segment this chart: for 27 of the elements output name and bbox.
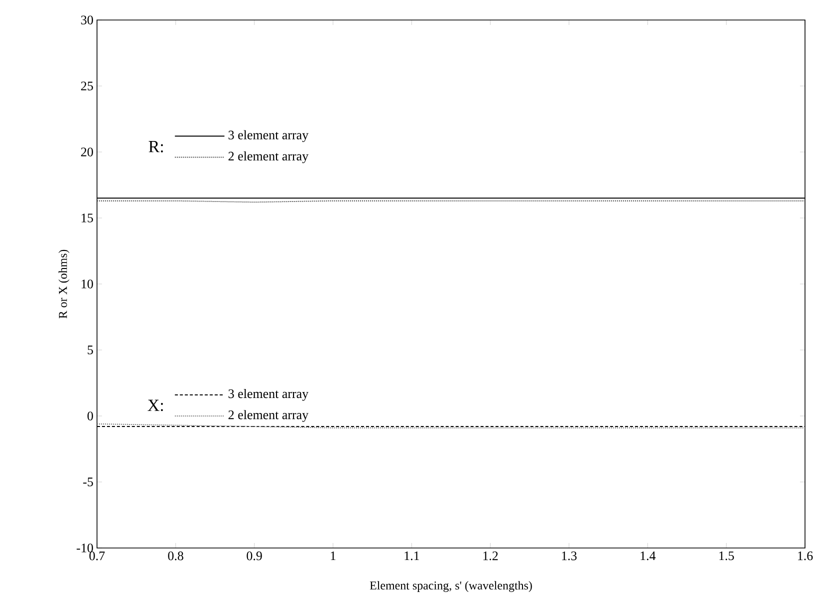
x-tick-label: 1.2 xyxy=(483,552,498,560)
y-tick-label: 25 xyxy=(81,82,93,90)
x-tick-label: 1.5 xyxy=(719,552,734,560)
x-tick-label: 0.8 xyxy=(168,552,184,560)
annotation: R: xyxy=(148,141,163,152)
x-tick-label: 0.7 xyxy=(89,552,105,560)
x-tick-label: 0.9 xyxy=(246,552,262,560)
x-tick-label: 1 xyxy=(330,552,336,560)
annotation: X: xyxy=(148,400,163,412)
x-tick-label: 1.1 xyxy=(404,552,419,560)
legend-label: 3 element array xyxy=(228,388,308,401)
y-tick-label: 20 xyxy=(81,148,93,156)
y-tick-label: -10 xyxy=(76,544,93,552)
legend-label: 3 element array xyxy=(228,130,308,142)
y-axis-title: R or X (ohms) xyxy=(58,250,70,318)
y-tick-label: 0 xyxy=(88,412,93,420)
y-tick-label: -5 xyxy=(83,478,93,486)
x-tick-label: 1.6 xyxy=(798,552,813,560)
y-tick-label: 10 xyxy=(82,280,93,288)
x-tick-label: 1.4 xyxy=(640,552,656,560)
x-tick-label: 1.3 xyxy=(562,552,577,560)
y-tick-label: 5 xyxy=(88,346,93,354)
y-tick-label: 30 xyxy=(81,16,93,24)
y-tick-label: 15 xyxy=(82,214,93,222)
legend-label: 2 element array xyxy=(228,410,308,422)
legend-label: 2 element array xyxy=(228,151,308,164)
x-axis-title: Element spacing, s' (wavelengths) xyxy=(370,581,532,592)
